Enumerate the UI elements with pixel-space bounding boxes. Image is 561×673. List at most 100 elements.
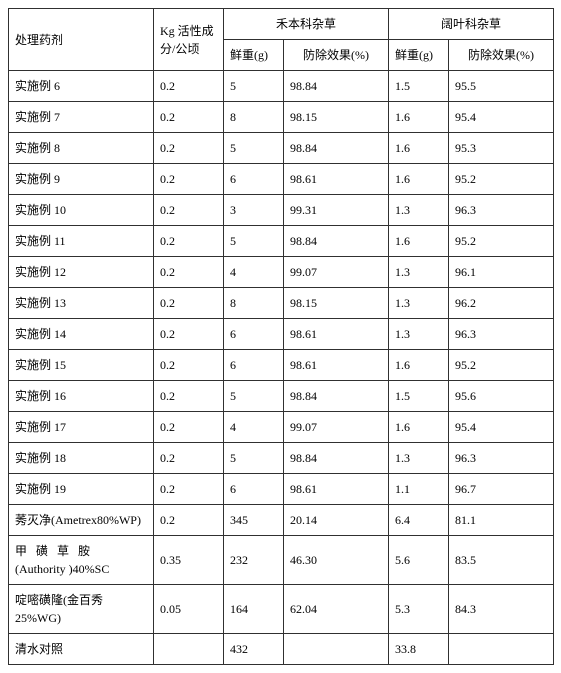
broadleaf-effect-cell: 81.1 [449, 505, 554, 536]
grass-fresh-weight-cell: 5 [224, 443, 284, 474]
broadleaf-effect-cell: 95.4 [449, 412, 554, 443]
kg-cell: 0.2 [154, 350, 224, 381]
kg-cell: 0.2 [154, 226, 224, 257]
treatment-cell: 实施例 11 [9, 226, 154, 257]
broadleaf-fresh-weight-cell: 1.3 [389, 443, 449, 474]
broadleaf-effect-cell: 95.2 [449, 164, 554, 195]
table-row: 实施例 100.2399.311.396.3 [9, 195, 554, 226]
header-kg: Kg 活性成分/公顷 [154, 9, 224, 71]
treatment-cell: 实施例 14 [9, 319, 154, 350]
grass-fresh-weight-cell: 4 [224, 257, 284, 288]
broadleaf-fresh-weight-cell: 5.6 [389, 536, 449, 585]
kg-cell: 0.2 [154, 195, 224, 226]
treatment-cell: 清水对照 [9, 634, 154, 665]
broadleaf-effect-cell: 96.1 [449, 257, 554, 288]
table-row: 实施例 180.2598.841.396.3 [9, 443, 554, 474]
treatment-cell: 莠灭净(Ametrex80%WP) [9, 505, 154, 536]
table-row: 莠灭净(Ametrex80%WP)0.234520.146.481.1 [9, 505, 554, 536]
kg-cell: 0.2 [154, 443, 224, 474]
table-row: 实施例 60.2598.841.595.5 [9, 71, 554, 102]
kg-cell: 0.2 [154, 71, 224, 102]
grass-effect-cell: 46.30 [284, 536, 389, 585]
table-row: 实施例 190.2698.611.196.7 [9, 474, 554, 505]
grass-fresh-weight-cell: 6 [224, 350, 284, 381]
grass-fresh-weight-cell: 3 [224, 195, 284, 226]
treatment-cell: 实施例 6 [9, 71, 154, 102]
grass-fresh-weight-cell: 5 [224, 381, 284, 412]
kg-cell: 0.35 [154, 536, 224, 585]
treatment-cell: 实施例 18 [9, 443, 154, 474]
header-broadleaf-effect: 防除效果(%) [449, 40, 554, 71]
kg-cell: 0.05 [154, 585, 224, 634]
treatment-cell: 实施例 16 [9, 381, 154, 412]
kg-cell: 0.2 [154, 412, 224, 443]
grass-effect-cell: 98.84 [284, 381, 389, 412]
grass-fresh-weight-cell: 8 [224, 288, 284, 319]
broadleaf-fresh-weight-cell: 1.6 [389, 412, 449, 443]
grass-effect-cell: 99.31 [284, 195, 389, 226]
grass-effect-cell: 98.15 [284, 288, 389, 319]
broadleaf-effect-cell [449, 634, 554, 665]
kg-cell: 0.2 [154, 381, 224, 412]
header-treatment: 处理药剂 [9, 9, 154, 71]
table-row: 实施例 150.2698.611.695.2 [9, 350, 554, 381]
broadleaf-fresh-weight-cell: 1.6 [389, 164, 449, 195]
broadleaf-effect-cell: 96.7 [449, 474, 554, 505]
table-row: 实施例 70.2898.151.695.4 [9, 102, 554, 133]
treatment-cell: 实施例 17 [9, 412, 154, 443]
grass-effect-cell: 98.84 [284, 443, 389, 474]
broadleaf-fresh-weight-cell: 1.5 [389, 71, 449, 102]
broadleaf-effect-cell: 95.5 [449, 71, 554, 102]
broadleaf-fresh-weight-cell: 1.3 [389, 257, 449, 288]
header-grass-effect: 防除效果(%) [284, 40, 389, 71]
broadleaf-fresh-weight-cell: 1.1 [389, 474, 449, 505]
table-row: 清水对照43233.8 [9, 634, 554, 665]
table-row: 甲 磺 草 胺(Authority )40%SC0.3523246.305.68… [9, 536, 554, 585]
grass-fresh-weight-cell: 432 [224, 634, 284, 665]
grass-effect-cell [284, 634, 389, 665]
broadleaf-fresh-weight-cell: 1.3 [389, 319, 449, 350]
kg-cell: 0.2 [154, 133, 224, 164]
broadleaf-effect-cell: 96.2 [449, 288, 554, 319]
broadleaf-fresh-weight-cell: 1.6 [389, 102, 449, 133]
treatment-cell: 实施例 10 [9, 195, 154, 226]
broadleaf-effect-cell: 84.3 [449, 585, 554, 634]
grass-fresh-weight-cell: 5 [224, 133, 284, 164]
treatment-cell: 实施例 12 [9, 257, 154, 288]
grass-effect-cell: 98.61 [284, 319, 389, 350]
grass-effect-cell: 98.61 [284, 350, 389, 381]
table-row: 实施例 120.2499.071.396.1 [9, 257, 554, 288]
grass-effect-cell: 98.84 [284, 226, 389, 257]
treatment-cell: 实施例 15 [9, 350, 154, 381]
grass-fresh-weight-cell: 5 [224, 226, 284, 257]
broadleaf-fresh-weight-cell: 5.3 [389, 585, 449, 634]
broadleaf-fresh-weight-cell: 1.3 [389, 288, 449, 319]
table-row: 实施例 160.2598.841.595.6 [9, 381, 554, 412]
broadleaf-effect-cell: 96.3 [449, 195, 554, 226]
grass-effect-cell: 98.84 [284, 71, 389, 102]
table-row: 实施例 140.2698.611.396.3 [9, 319, 554, 350]
kg-cell: 0.2 [154, 102, 224, 133]
table-row: 实施例 110.2598.841.695.2 [9, 226, 554, 257]
grass-fresh-weight-cell: 5 [224, 71, 284, 102]
table-row: 实施例 130.2898.151.396.2 [9, 288, 554, 319]
broadleaf-effect-cell: 83.5 [449, 536, 554, 585]
treatment-cell: 啶嘧磺隆(金百秀 25%WG) [9, 585, 154, 634]
broadleaf-fresh-weight-cell: 1.6 [389, 226, 449, 257]
table-body: 实施例 60.2598.841.595.5实施例 70.2898.151.695… [9, 71, 554, 665]
kg-cell: 0.2 [154, 257, 224, 288]
header-grass-fresh-weight: 鲜重(g) [224, 40, 284, 71]
broadleaf-effect-cell: 95.2 [449, 350, 554, 381]
table-row: 实施例 90.2698.611.695.2 [9, 164, 554, 195]
broadleaf-fresh-weight-cell: 1.6 [389, 133, 449, 164]
treatment-cell: 实施例 19 [9, 474, 154, 505]
data-table: 处理药剂 Kg 活性成分/公顷 禾本科杂草 阔叶科杂草 鲜重(g) 防除效果(%… [8, 8, 554, 665]
broadleaf-effect-cell: 95.3 [449, 133, 554, 164]
kg-cell: 0.2 [154, 288, 224, 319]
kg-cell: 0.2 [154, 505, 224, 536]
table-row: 啶嘧磺隆(金百秀 25%WG)0.0516462.045.384.3 [9, 585, 554, 634]
broadleaf-effect-cell: 95.2 [449, 226, 554, 257]
header-grass-group: 禾本科杂草 [224, 9, 389, 40]
treatment-cell: 实施例 7 [9, 102, 154, 133]
grass-effect-cell: 99.07 [284, 257, 389, 288]
